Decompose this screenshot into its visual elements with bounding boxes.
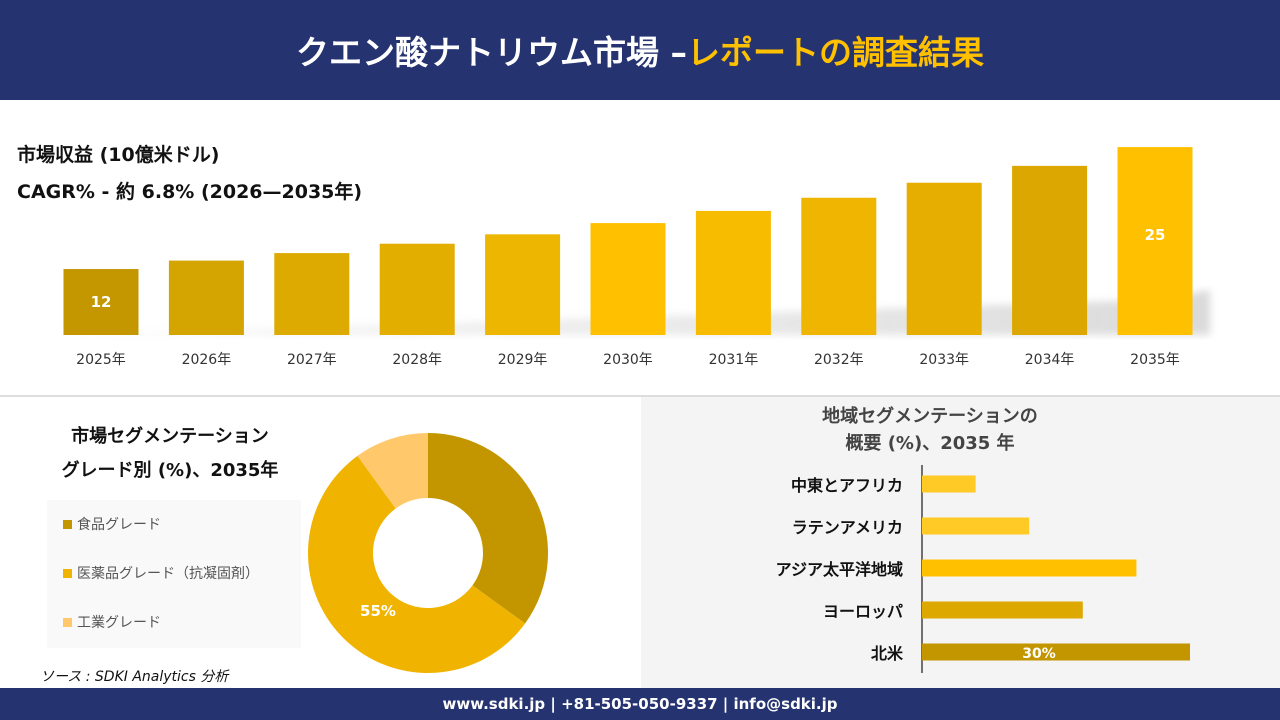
source-note: ソース : SDKI Analytics 分析 [40,669,229,685]
donut-legend: 食品グレード 医薬品グレード（抗凝固剤） 工業グレード [47,500,301,648]
revenue-bar [1012,165,1088,335]
legend-swatch [63,568,72,578]
year-tick-label: 2028年 [392,352,442,368]
regional-bar [922,559,1137,577]
regional-bar [922,601,1083,619]
year-tick-label: 2032年 [814,352,864,368]
year-tick-label: 2027年 [287,352,337,368]
year-tick-label: 2034年 [1025,352,1075,368]
region-label: ラテンアメリカ [791,518,903,537]
revenue-bar [379,243,455,335]
regional-bar [922,475,976,493]
bar-data-label: 25 [1145,226,1166,244]
legend-label: 医薬品グレード（抗凝固剤） [77,566,259,582]
year-tick-label: 2035年 [1130,352,1180,368]
donut-slice [308,455,526,674]
revenue-bar [274,253,350,335]
year-tick-label: 2030年 [603,352,653,368]
grade-title-line1: 市場セグメンテーション [71,426,269,447]
regional-panel [641,397,1280,688]
title-accent: レポートの調査結果 [687,33,984,72]
revenue-bar [63,269,139,335]
legend-swatch [63,617,72,627]
donut-slice [357,433,428,509]
regional-title-line1: 地域セグメンテーションの [822,406,1038,427]
header-banner: クエン酸ナトリウム市場 – レポートの調査結果 [0,0,1280,100]
year-tick-label: 2031年 [709,352,759,368]
cagr-subtitle: CAGR% - 約 6.8% (2026—2035年) [17,181,363,203]
region-label: アジア太平洋地域 [775,560,903,579]
year-tick-label: 2026年 [182,352,232,368]
regional-bar [922,517,1030,535]
regional-bar [922,643,1190,661]
regional-title-line2: 概要 (%)、2035 年 [845,433,1015,454]
revenue-bar [906,182,982,335]
year-tick-label: 2025年 [76,352,126,368]
revenue-bar [801,197,877,335]
grade-segment-title: 市場セグメンテーション グレード別 (%)、2035年 [30,420,310,488]
revenue-chart-title: 市場収益 (10億米ドル) [17,144,220,166]
legend-label: 工業グレード [77,615,161,631]
region-label: ヨーロッパ [822,602,903,621]
revenue-bar [1117,147,1193,335]
footer-contact: www.sdki.jp | +81-505-050-9337 | info@sd… [0,688,1280,720]
divider [0,395,1280,397]
year-tick-label: 2033年 [919,352,969,368]
region-label: 中東とアフリカ [790,476,903,495]
revenue-bar [590,223,666,335]
revenue-bar [485,234,561,335]
regional-title: 地域セグメンテーションの 概要 (%)、2035 年 [760,403,1100,457]
legend-item: 医薬品グレード（抗凝固剤） [63,563,259,583]
revenue-bar [695,210,771,335]
donut-slice [428,433,548,624]
region-label: 北米 [870,644,903,663]
donut-data-label: 55% [360,602,396,620]
legend-swatch [63,519,72,529]
legend-item: 工業グレード [63,612,161,632]
regional-data-label: 30% [1022,646,1056,662]
year-tick-label: 2029年 [498,352,548,368]
title-main: クエン酸ナトリウム市場 – [296,33,687,72]
grade-title-line2: グレード別 (%)、2035年 [61,460,279,481]
legend-label: 食品グレード [77,517,161,533]
revenue-bar [168,260,244,335]
legend-item: 食品グレード [63,514,161,534]
bar-data-label: 12 [91,293,112,311]
